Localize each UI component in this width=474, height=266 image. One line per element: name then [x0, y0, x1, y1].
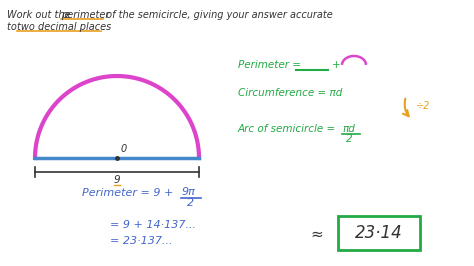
Text: Perimeter = 9 +: Perimeter = 9 + [82, 188, 177, 198]
Text: .: . [101, 22, 104, 32]
Text: Work out the: Work out the [7, 10, 73, 20]
Text: 9π: 9π [182, 187, 196, 197]
Text: Circumference = πd: Circumference = πd [238, 88, 342, 98]
Text: 0: 0 [121, 144, 127, 154]
Text: 2: 2 [187, 198, 194, 208]
Text: +: + [332, 60, 341, 70]
Text: Arc of semicircle =: Arc of semicircle = [238, 124, 339, 134]
Text: 9: 9 [114, 175, 120, 185]
Text: 23·14: 23·14 [355, 224, 403, 242]
Text: = 23·137...: = 23·137... [110, 236, 173, 246]
Text: Perimeter =: Perimeter = [238, 60, 304, 70]
Text: ≈: ≈ [310, 227, 323, 242]
FancyBboxPatch shape [338, 216, 420, 250]
Text: of the semicircle, giving your answer accurate: of the semicircle, giving your answer ac… [103, 10, 333, 20]
Text: 2: 2 [346, 134, 353, 144]
Text: to: to [7, 22, 20, 32]
Text: πd: πd [342, 124, 355, 134]
Text: = 9 + 14·137...: = 9 + 14·137... [110, 220, 196, 230]
Text: perimeter: perimeter [61, 10, 109, 20]
Text: two decimal places: two decimal places [17, 22, 111, 32]
Text: ÷2: ÷2 [416, 101, 430, 111]
